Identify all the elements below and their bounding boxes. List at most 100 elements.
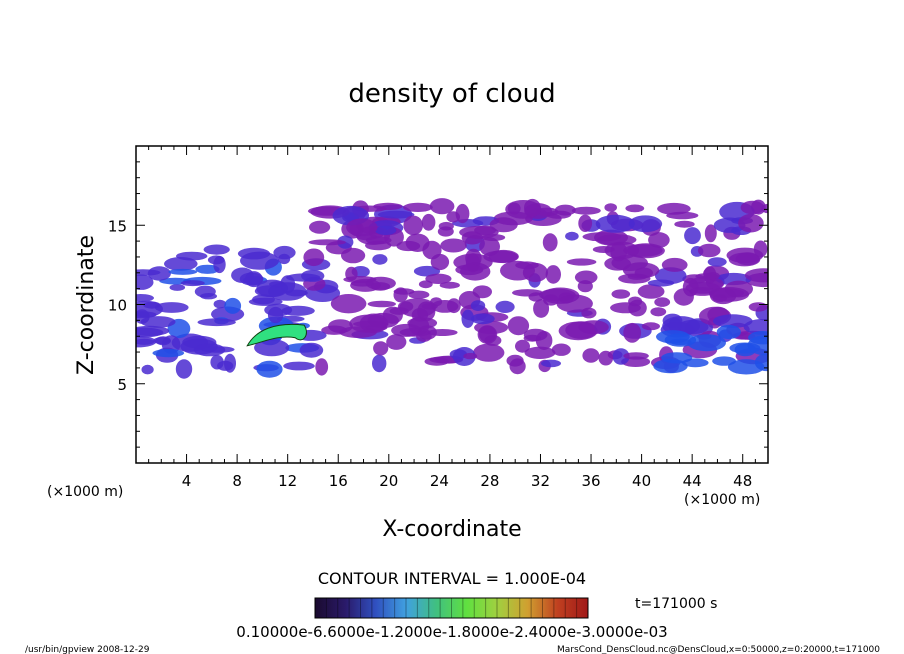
cloud-cell-mid (136, 327, 164, 338)
cloud-cell-outer (641, 322, 661, 331)
cloud-cell-outer (533, 299, 550, 318)
cloud-cell-mid (176, 251, 208, 261)
cloud-cell-mid (269, 281, 286, 288)
x-tick-label: 32 (531, 472, 550, 490)
cloud-cell-outer (744, 268, 768, 283)
cloud-cell-outer (542, 233, 558, 252)
cloud-cell-outer (598, 350, 614, 366)
x-axis: 4 8 12 16 20 24 28 32 36 40 44 48 (148, 146, 756, 490)
cloud-cell-outer (512, 289, 543, 297)
cloud-cell-outer (556, 294, 593, 313)
cloud-cell-outer (470, 313, 495, 325)
cloud-cell-outer (571, 206, 601, 215)
cloud-cell-outer (367, 300, 396, 308)
cloud-cell-outer (417, 301, 436, 322)
cloud-cell-outer (623, 352, 649, 360)
cloud-cell-outer (495, 300, 515, 313)
cloud-cell-mid (164, 257, 198, 271)
cloud-cell-outer (577, 280, 593, 293)
cloud-cell-outer (375, 225, 397, 235)
cloud-cell-outer (628, 215, 663, 233)
cloud-cell-outer (488, 249, 519, 264)
x-axis-label: X-coordinate (382, 517, 521, 542)
cloud-cell-outer (753, 240, 768, 258)
cloud-cell-outer (637, 284, 665, 299)
cloud-cell-outer (463, 352, 478, 360)
cloud-cell-outer (707, 257, 727, 267)
cloud-cell-outer (321, 325, 347, 335)
cloud-cell-outer (472, 285, 492, 299)
cloud-cell-mid (180, 280, 205, 287)
cloud-cell-outer (403, 202, 433, 212)
cloud-cell-outer (524, 198, 541, 217)
cloud-cell-outer (647, 279, 675, 287)
cloud-cell-outer (595, 214, 635, 233)
x-axis-unit: (×1000 m) (684, 492, 760, 508)
cloud-cell-outer (303, 248, 325, 267)
cloud-cell-mid (285, 289, 308, 297)
cloud-cell-outer (481, 234, 506, 241)
cloud-cell-outer (543, 294, 559, 306)
cloud-cell-outer (611, 289, 631, 299)
cloud-cell-mid (193, 343, 226, 357)
cloud-cell-outer (535, 331, 553, 350)
footer-left: /usr/bin/gpview 2008-12-29 (25, 645, 150, 654)
cloud-cell-outer (566, 258, 597, 266)
cloud-cell-mid (153, 337, 171, 345)
cloud-cell-outer (574, 270, 598, 285)
y-axis: 5 10 15 (108, 161, 768, 448)
cloud-cell-outer (578, 320, 609, 335)
cloud-cell-outer (668, 317, 682, 333)
cloud-cell-outer (350, 278, 381, 292)
cloud-cell-outer (524, 346, 556, 359)
cloud-cell-outer (515, 261, 539, 270)
cloud-cell-outer (403, 215, 424, 236)
colorbar-labels: 0.10000e-6.6000e-1.2000e-1.8000e-2.4000e… (236, 623, 667, 641)
cloud-cell-outer (695, 273, 719, 280)
time-label: t=171000 s (635, 596, 717, 612)
cloud-cell-outer (634, 267, 653, 279)
cloud-cell-mid (195, 264, 220, 274)
cloud-cell-outer (654, 297, 671, 307)
cloud-cell-outer (345, 266, 358, 281)
cloud-cell-mid (283, 361, 315, 371)
x-tick-label: 40 (632, 472, 651, 490)
cloud-cell-outer (365, 236, 392, 245)
cloud-cell-dense (712, 356, 736, 366)
cloud-cell-outer (315, 358, 329, 376)
cloud-cell-outer (431, 300, 459, 313)
cloud-cell-outer (578, 214, 593, 232)
cloud-cell-outer (724, 280, 753, 298)
cloud-cell-mid (267, 306, 284, 324)
cloud-cell-outer (738, 213, 764, 233)
cloud-cell-outer (473, 343, 505, 362)
cloud-cell-outer (422, 240, 442, 260)
cloud-cell-outer (604, 256, 631, 271)
cloud-cell-mid (197, 318, 236, 327)
cloud-cell-outer (489, 217, 518, 233)
colorbar (314, 597, 589, 619)
cloud-cell-mid (152, 349, 185, 358)
cloud-cell-outer (541, 359, 561, 368)
cloud-cell-outer (545, 265, 561, 284)
cloud-cell-outer (455, 203, 470, 224)
x-tick-label: 36 (581, 472, 600, 490)
cloud-cell-outer (674, 220, 695, 228)
x-tick-label: 28 (480, 472, 499, 490)
cloud-cell-outer (439, 281, 460, 289)
cloud-cell-mid (200, 293, 218, 300)
cloud-cell-outer (612, 348, 630, 365)
cloud-cell-mid (136, 274, 154, 290)
cloud-cell-outer (429, 198, 455, 215)
cloud-cell-outer (372, 354, 387, 373)
cloud-cell-outer (421, 213, 436, 231)
cloud-cell-outer (389, 307, 409, 315)
cloud-cell-outer (507, 316, 530, 336)
cloud-cell-mid (231, 267, 254, 283)
cloud-cell-mid (168, 268, 198, 275)
cloud-cell-outer (582, 348, 600, 363)
cloud-cell-dense (747, 335, 768, 356)
cloud-cell-outer (416, 330, 432, 342)
cloud-cell-mid (237, 247, 271, 260)
